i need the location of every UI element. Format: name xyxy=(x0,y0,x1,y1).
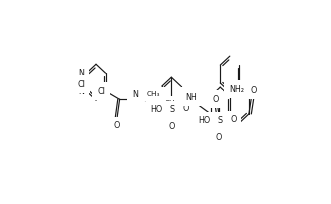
Text: CH₃: CH₃ xyxy=(182,93,196,99)
Text: NH: NH xyxy=(185,93,197,102)
Text: O: O xyxy=(212,94,218,103)
Text: O: O xyxy=(114,121,120,130)
Text: O: O xyxy=(230,115,236,124)
Text: CH₃: CH₃ xyxy=(147,91,161,97)
Text: S: S xyxy=(169,105,174,114)
Text: S: S xyxy=(217,116,222,125)
Text: HO: HO xyxy=(151,105,163,114)
Text: N: N xyxy=(78,69,84,78)
Text: Cl: Cl xyxy=(97,86,105,96)
Text: NH₂: NH₂ xyxy=(229,85,244,94)
Text: N: N xyxy=(132,90,138,99)
Text: CH₃: CH₃ xyxy=(182,91,196,97)
Text: O: O xyxy=(216,133,222,142)
Text: HO: HO xyxy=(198,116,211,125)
Text: Cl: Cl xyxy=(77,80,85,89)
Text: O: O xyxy=(251,86,257,95)
Text: O: O xyxy=(182,104,189,113)
Text: CH₃: CH₃ xyxy=(165,100,178,106)
Text: O: O xyxy=(168,122,174,131)
Text: N: N xyxy=(78,86,84,96)
